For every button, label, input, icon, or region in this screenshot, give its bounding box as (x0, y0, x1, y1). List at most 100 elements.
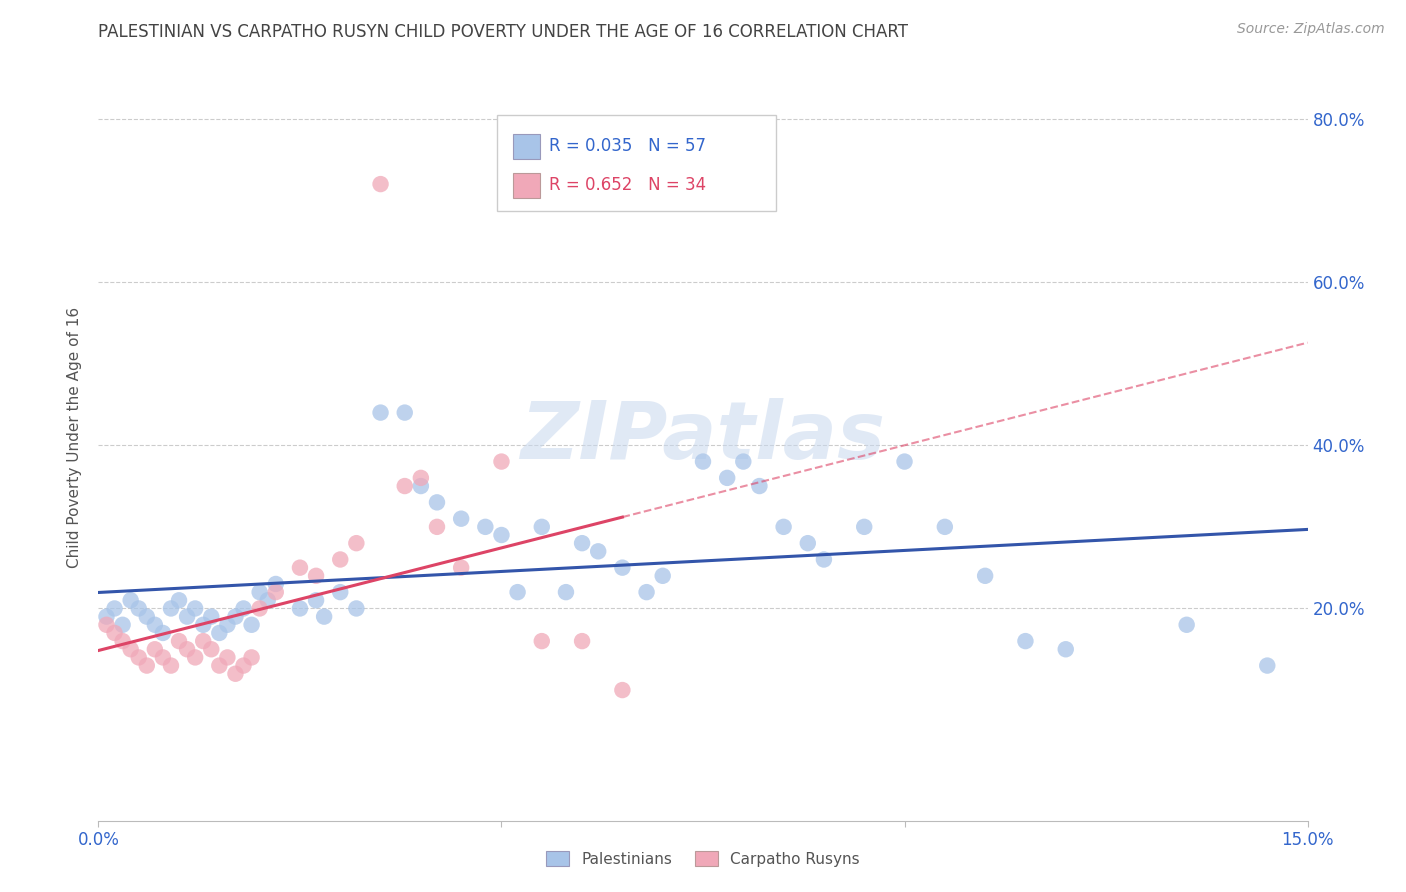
Point (329, 552, 352, 566)
Point (256, 593, 278, 607)
Point (612, 683, 634, 698)
Point (217, 650, 239, 665)
Point (893, 454, 915, 468)
Legend: Palestinians, Carpatho Rusyns: Palestinians, Carpatho Rusyns (546, 851, 860, 867)
Point (530, 634, 553, 648)
Y-axis label: Child Poverty Under the Age of 16: Child Poverty Under the Age of 16 (67, 307, 83, 567)
Point (974, 569, 997, 583)
Point (224, 666, 246, 681)
Point (160, 658, 183, 673)
Point (426, 520, 449, 534)
Point (772, 520, 794, 534)
Point (370, 406, 392, 420)
Point (120, 642, 142, 657)
Point (152, 650, 174, 665)
Point (176, 642, 198, 657)
Point (249, 585, 271, 599)
Point (450, 511, 472, 525)
Point (733, 454, 755, 468)
Point (103, 626, 125, 640)
Point (143, 642, 166, 657)
Point (716, 471, 738, 485)
Point (264, 585, 287, 599)
Point (160, 601, 183, 615)
FancyBboxPatch shape (513, 134, 540, 159)
Text: R = 0.652   N = 34: R = 0.652 N = 34 (550, 177, 707, 194)
Point (232, 601, 254, 615)
Point (208, 658, 231, 673)
Point (193, 617, 215, 632)
Point (1256, 658, 1278, 673)
Point (370, 177, 392, 191)
FancyBboxPatch shape (513, 173, 540, 198)
Point (813, 552, 835, 566)
FancyBboxPatch shape (498, 115, 776, 211)
Text: R = 0.035   N = 57: R = 0.035 N = 57 (550, 136, 706, 154)
Point (394, 479, 416, 493)
Point (586, 544, 609, 558)
Point (193, 634, 215, 648)
Point (184, 601, 207, 615)
Point (111, 634, 134, 648)
Point (167, 593, 190, 607)
Text: PALESTINIAN VS CARPATHO RUSYN CHILD POVERTY UNDER THE AGE OF 16 CORRELATION CHAR: PALESTINIAN VS CARPATHO RUSYN CHILD POVE… (98, 23, 908, 41)
Point (329, 585, 352, 599)
Point (344, 536, 367, 550)
Point (344, 601, 367, 615)
Point (853, 520, 876, 534)
Point (934, 520, 956, 534)
Point (200, 642, 222, 657)
Point (128, 650, 150, 665)
Point (143, 617, 166, 632)
Point (409, 471, 432, 485)
Point (167, 634, 190, 648)
Point (748, 479, 770, 493)
Point (232, 658, 254, 673)
Point (135, 609, 157, 624)
Point (217, 617, 239, 632)
Point (474, 520, 496, 534)
Point (240, 650, 263, 665)
Point (135, 658, 157, 673)
Point (426, 495, 449, 509)
Point (176, 609, 198, 624)
Point (530, 520, 553, 534)
Point (288, 601, 311, 615)
Point (152, 626, 174, 640)
Point (1175, 617, 1198, 632)
Point (612, 560, 634, 574)
Point (249, 601, 271, 615)
Point (491, 454, 513, 468)
Point (305, 569, 328, 583)
Point (200, 609, 222, 624)
Text: Source: ZipAtlas.com: Source: ZipAtlas.com (1237, 22, 1385, 37)
Point (636, 585, 658, 599)
Point (96, 617, 118, 632)
Point (288, 560, 311, 574)
Point (1014, 634, 1036, 648)
Point (103, 601, 125, 615)
Point (571, 536, 593, 550)
Point (491, 528, 513, 542)
Point (506, 585, 529, 599)
Point (184, 650, 207, 665)
Point (797, 536, 820, 550)
Point (1054, 642, 1077, 657)
Point (240, 617, 263, 632)
Point (651, 569, 673, 583)
Point (96, 609, 118, 624)
Point (571, 634, 593, 648)
Point (305, 593, 328, 607)
Point (394, 406, 416, 420)
Point (111, 617, 134, 632)
Point (264, 577, 287, 591)
Point (409, 479, 432, 493)
Point (555, 585, 578, 599)
Point (692, 454, 714, 468)
Point (450, 560, 472, 574)
Text: ZIPatlas: ZIPatlas (520, 398, 886, 476)
Point (224, 609, 246, 624)
Point (208, 626, 231, 640)
Point (120, 593, 142, 607)
Point (314, 609, 336, 624)
